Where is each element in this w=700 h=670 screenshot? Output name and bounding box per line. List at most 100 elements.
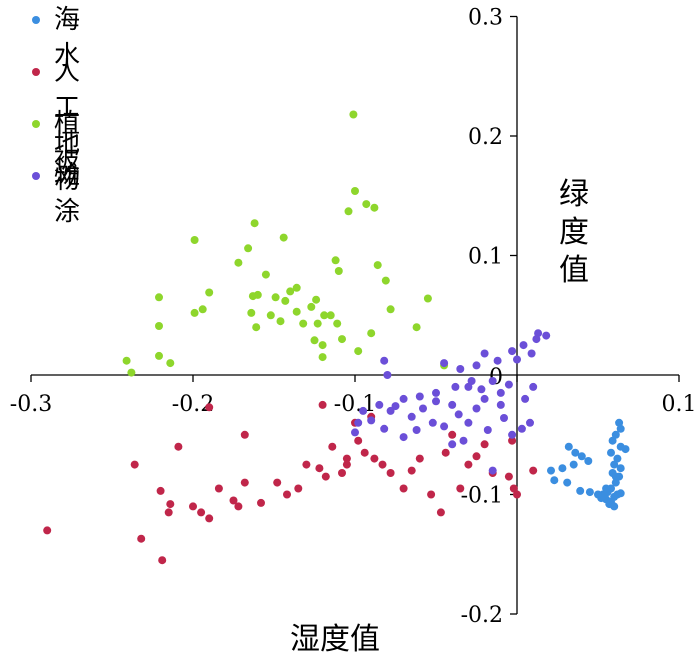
data-point <box>440 422 449 431</box>
data-point <box>229 496 238 505</box>
data-point <box>423 294 432 303</box>
data-point <box>527 349 536 358</box>
data-point <box>432 397 440 406</box>
legend-marker-tidal-flat <box>32 172 40 180</box>
data-point <box>610 492 619 501</box>
data-point <box>320 311 329 320</box>
data-point <box>480 394 489 403</box>
data-point <box>391 402 400 411</box>
data-point <box>375 400 384 409</box>
data-point <box>250 219 259 228</box>
data-point <box>513 355 521 364</box>
y-tick-label: 0.3 <box>468 6 503 31</box>
data-point <box>564 442 573 451</box>
data-point <box>493 356 502 365</box>
data-point <box>174 442 183 451</box>
data-point <box>488 466 497 475</box>
data-point <box>292 283 301 292</box>
y-axis-title-char: 值 <box>559 253 589 288</box>
data-point <box>362 200 371 209</box>
data-point <box>205 514 214 523</box>
data-point <box>464 382 473 391</box>
data-point <box>585 488 594 497</box>
data-point <box>415 454 424 463</box>
data-point <box>261 270 270 279</box>
data-point <box>488 377 497 385</box>
data-point <box>496 388 505 397</box>
data-point <box>456 484 465 493</box>
data-point <box>273 478 282 487</box>
legend-marker-vegetation <box>32 120 40 128</box>
data-point <box>521 394 530 403</box>
data-point <box>428 418 437 427</box>
data-point <box>338 469 346 477</box>
data-point <box>436 508 445 517</box>
data-point <box>441 448 450 457</box>
y-axis-title: 绿度值 <box>556 176 592 290</box>
data-point <box>407 466 416 475</box>
data-point <box>576 486 585 495</box>
data-point <box>383 371 392 379</box>
data-points <box>43 110 630 565</box>
data-point <box>313 319 322 328</box>
data-point <box>526 418 534 427</box>
data-point <box>448 440 457 449</box>
data-point <box>190 308 199 317</box>
data-point <box>610 502 619 511</box>
y-axis-title-char: 绿 <box>559 177 589 212</box>
data-point <box>477 385 486 394</box>
data-point <box>378 460 387 469</box>
legend-marker-seawater <box>32 16 40 24</box>
legend-label-tidal-flat: 滩涂 <box>54 161 81 227</box>
data-point <box>234 502 243 511</box>
data-point <box>166 359 175 368</box>
data-point <box>611 430 620 439</box>
data-point <box>472 452 481 461</box>
data-point <box>318 353 327 362</box>
data-point <box>440 359 449 368</box>
data-point <box>412 426 421 434</box>
data-point <box>456 365 465 373</box>
data-point <box>156 486 165 495</box>
data-point <box>608 436 617 445</box>
data-point <box>276 317 285 326</box>
data-point <box>281 296 290 305</box>
data-point <box>312 295 321 304</box>
data-point <box>529 382 538 391</box>
data-point <box>244 244 253 253</box>
data-point <box>240 430 249 439</box>
data-point <box>333 319 342 328</box>
data-point <box>373 261 382 270</box>
data-point <box>483 426 492 434</box>
data-point <box>155 322 163 330</box>
data-point <box>569 460 578 469</box>
legend-marker-artificial <box>32 68 40 76</box>
data-point <box>558 464 567 473</box>
data-point <box>504 472 513 481</box>
data-point <box>504 380 513 389</box>
data-point <box>519 341 528 350</box>
data-point <box>351 428 359 437</box>
data-point <box>464 418 473 427</box>
data-point <box>454 410 463 419</box>
legend-label-seawater: 海水 <box>54 5 81 71</box>
data-point <box>338 335 346 344</box>
data-point <box>302 460 311 469</box>
data-point <box>342 460 351 469</box>
legend-label-vegetation: 植被 <box>54 109 81 175</box>
data-point <box>386 305 395 314</box>
data-point <box>271 293 280 302</box>
data-point <box>292 307 301 316</box>
data-point <box>344 207 353 216</box>
data-point <box>359 406 368 415</box>
data-point <box>412 323 421 332</box>
data-point <box>517 424 526 433</box>
legend-label-artificial: 人工地物 <box>54 57 81 195</box>
data-point <box>509 484 518 493</box>
data-point <box>448 400 457 409</box>
data-point <box>610 460 619 469</box>
data-point <box>122 356 131 365</box>
data-point <box>542 331 551 340</box>
y-tick-label: -0.1 <box>461 484 503 509</box>
data-point <box>577 452 586 461</box>
